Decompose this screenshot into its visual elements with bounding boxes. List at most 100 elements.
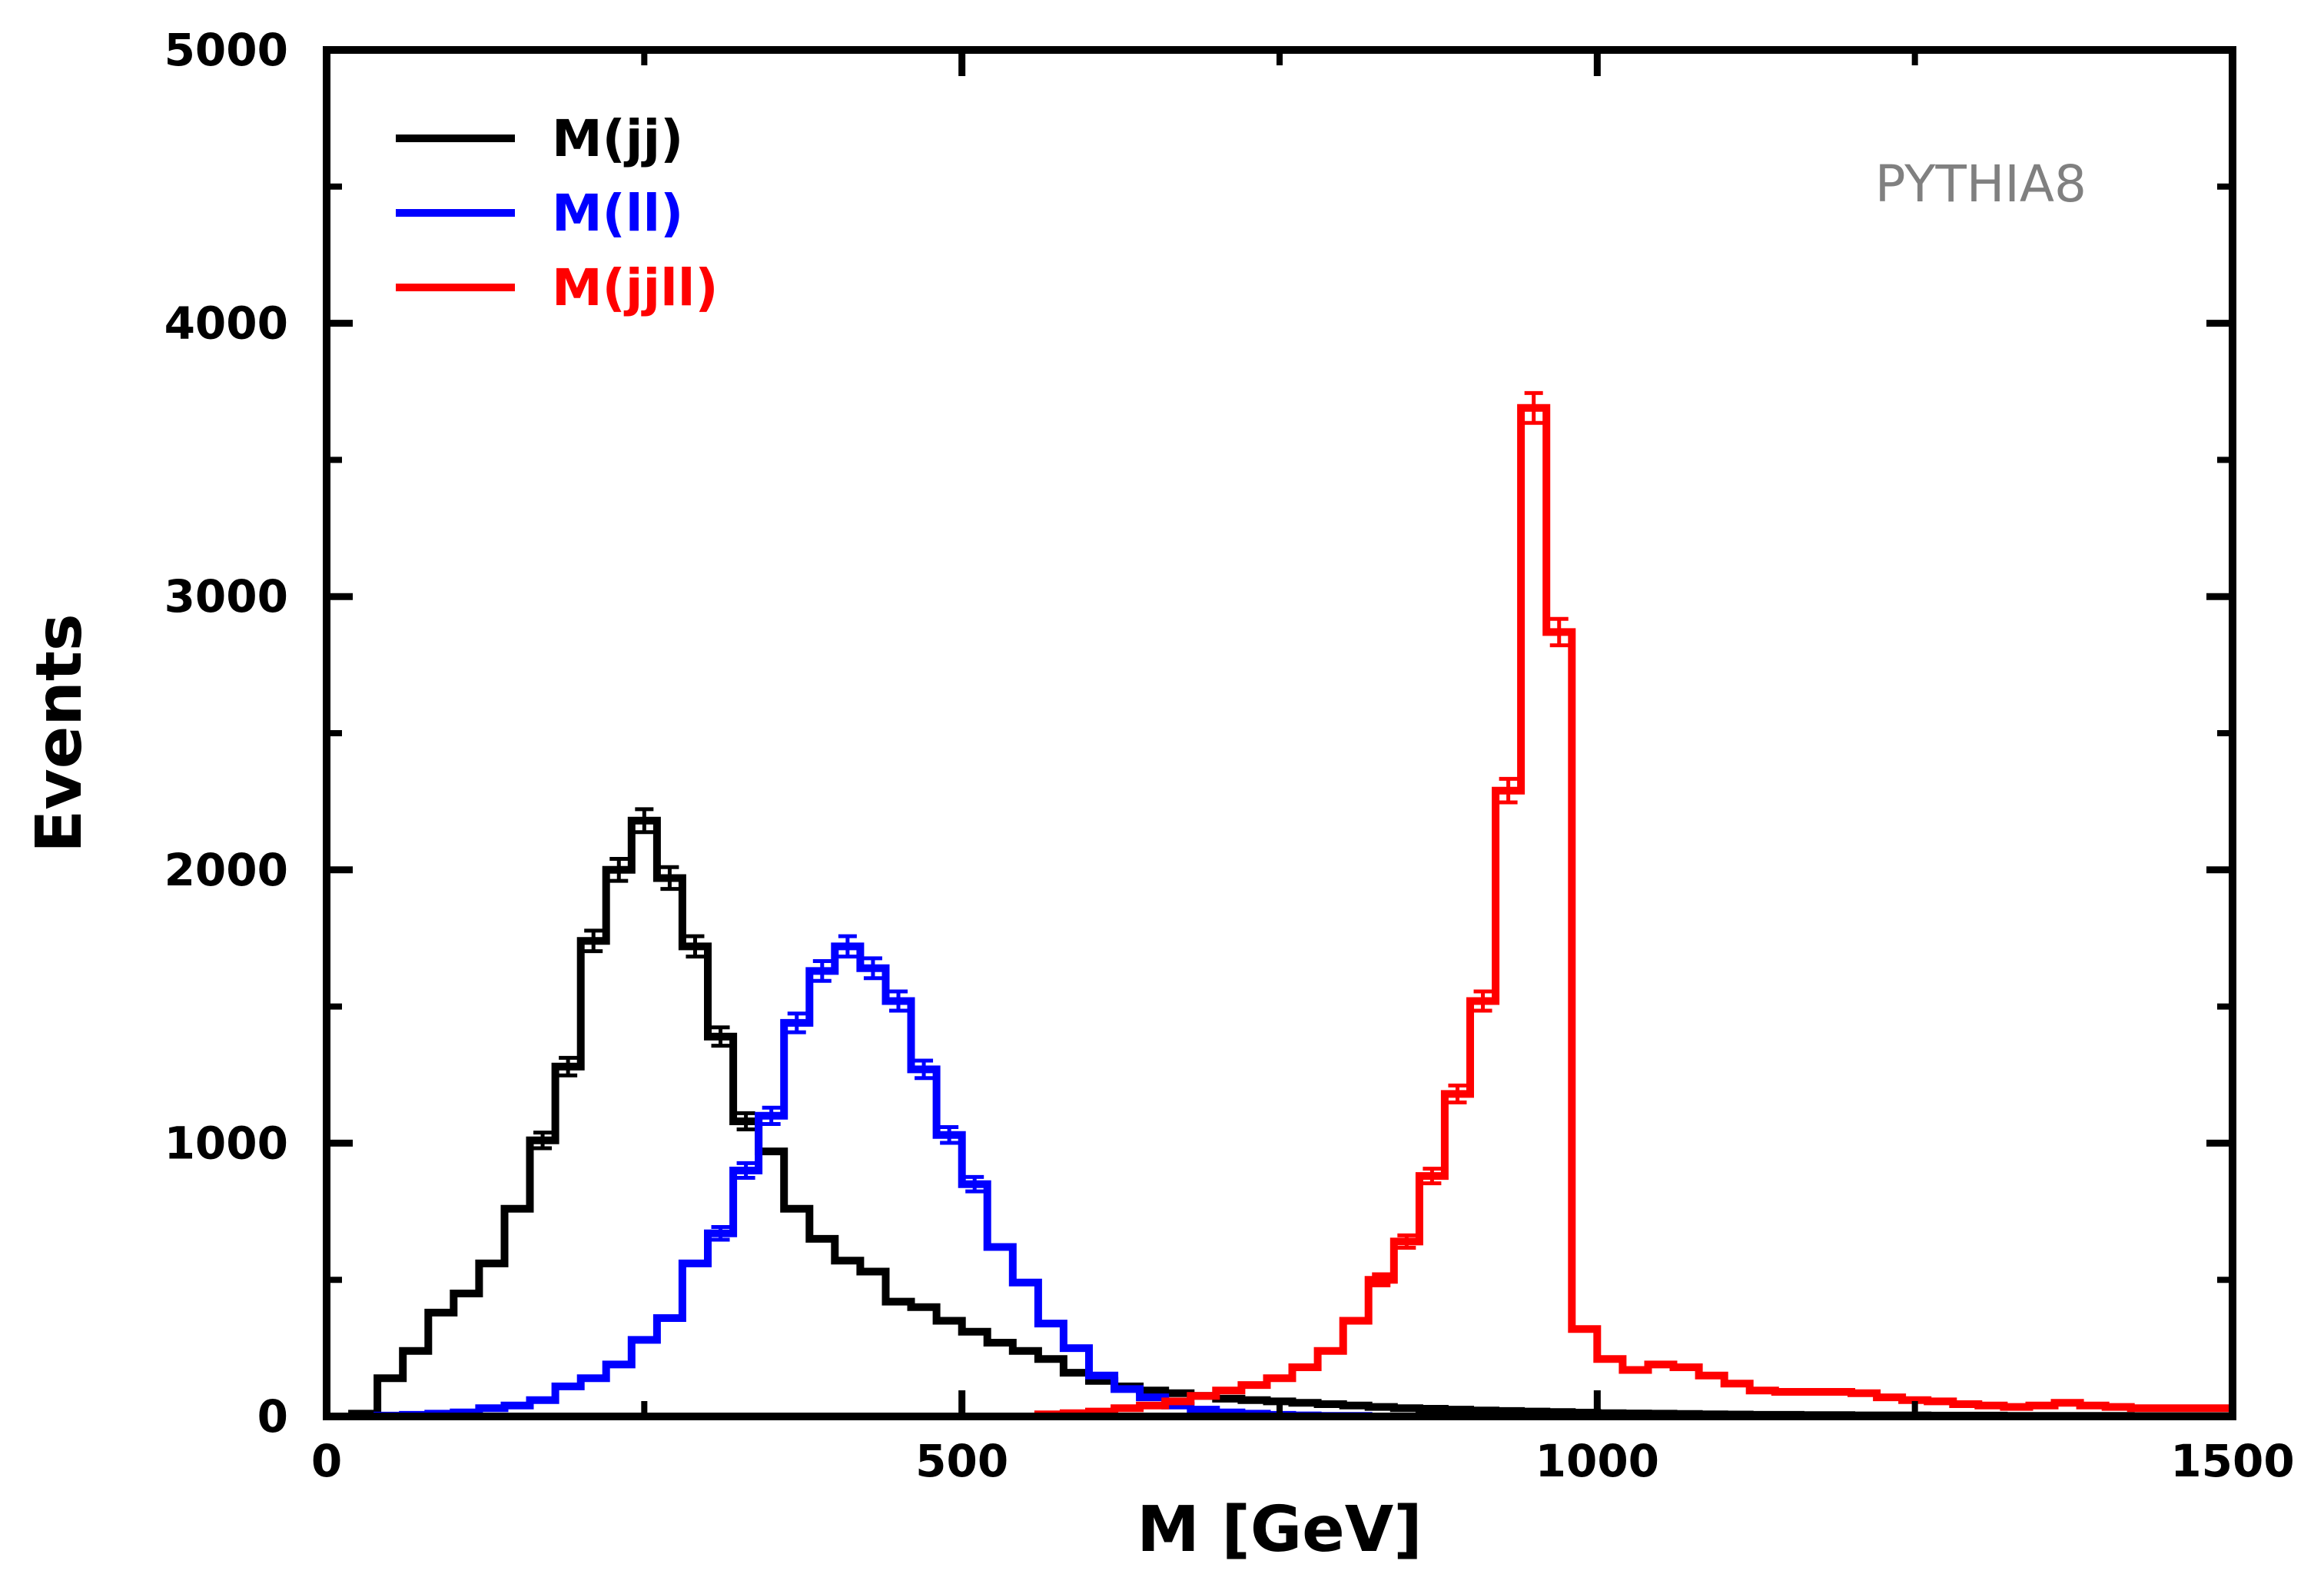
bin-m-jjll-960: [1546, 632, 1572, 1416]
series-m-jj: [348, 807, 2233, 1420]
error-bar-m-jj-320: [736, 1111, 755, 1131]
bin-m-jjll-860: [1419, 1176, 1445, 1416]
bin-m-jjll-820: [1369, 1280, 1394, 1416]
error-bar-m-jjll-820: [1372, 1272, 1391, 1287]
y-tick-label-2000: 2000: [164, 844, 288, 896]
bin-m-ll-500: [962, 1184, 988, 1416]
error-bar-m-jjll-920: [1499, 776, 1518, 805]
tick-labels-layer: 0 500 1000 1500 0 1000 2000 3000 4000 5000: [164, 24, 2295, 1487]
x-axis-label: M [GeV]: [1137, 1493, 1422, 1566]
bin-m-jj-180: [556, 1067, 581, 1416]
bin-m-ll-400: [835, 946, 860, 1416]
bin-m-jjll-700: [1216, 1390, 1241, 1416]
y-tick-label-3000: 3000: [164, 570, 288, 623]
bin-m-jjll-1060: [1674, 1367, 1699, 1416]
error-bar-m-jj-240: [635, 807, 654, 835]
bin-m-ll-180: [556, 1386, 581, 1416]
pythia8-annotation: PYTHIA8: [1875, 154, 2087, 214]
bin-m-jjll-940: [1521, 408, 1546, 1416]
bin-m-ll-480: [937, 1135, 962, 1416]
bin-m-ll-380: [809, 971, 835, 1416]
bin-m-jjll-920: [1496, 791, 1521, 1416]
legend-entry-m-jjll: M(jjll): [396, 258, 719, 317]
x-tick-label-1000: 1000: [1536, 1435, 1659, 1487]
legend-label-m-jjll: M(jjll): [552, 258, 719, 317]
bin-m-jj-40: [377, 1378, 403, 1416]
error-bar-m-jj-220: [609, 856, 629, 883]
bin-m-jjll-720: [1241, 1385, 1267, 1416]
error-bar-m-jjll-960: [1549, 616, 1569, 648]
x-tick-label-500: 500: [915, 1435, 1008, 1487]
legend-entry-m-ll: M(ll): [396, 184, 683, 243]
bin-m-jj-140: [505, 1209, 530, 1416]
bin-m-ll-260: [657, 1318, 682, 1416]
bin-m-ll-300: [708, 1234, 733, 1416]
bin-m-jjll-1020: [1622, 1370, 1648, 1417]
bin-m-jj-60: [403, 1351, 428, 1416]
bin-m-ll-280: [682, 1264, 708, 1416]
bin-m-jjll-880: [1445, 1094, 1470, 1416]
bin-m-ll-520: [988, 1247, 1013, 1417]
series-m-ll: [374, 934, 1373, 1420]
y-tick-label-4000: 4000: [164, 297, 288, 350]
ticks-layer: [323, 46, 2236, 1420]
bin-m-ll-360: [784, 1023, 809, 1416]
bin-m-jjll-780: [1318, 1351, 1343, 1416]
legend: M(jj) M(ll) M(jjll): [396, 109, 719, 317]
error-bar-m-jj-280: [686, 934, 705, 959]
y-axis-label: Events: [23, 613, 96, 852]
error-bar-m-ll-300: [711, 1224, 730, 1242]
legend-entry-m-jj: M(jj): [396, 109, 683, 168]
error-bar-m-ll-420: [863, 956, 882, 981]
bin-m-ll-540: [1013, 1283, 1038, 1416]
bin-m-ll-580: [1064, 1348, 1089, 1416]
bin-m-jjll-1120: [1750, 1390, 1775, 1416]
bin-m-jjll-760: [1293, 1367, 1318, 1416]
error-bar-m-ll-340: [762, 1105, 781, 1126]
error-bar-m-jj-160: [533, 1131, 553, 1151]
error-bar-m-jjll-840: [1397, 1233, 1416, 1250]
x-tick-label-0: 0: [311, 1435, 342, 1487]
bin-m-jj-160: [530, 1141, 556, 1416]
error-bar-m-ll-440: [889, 989, 908, 1013]
bin-m-ll-420: [860, 968, 885, 1416]
bin-m-jj-80: [428, 1313, 453, 1416]
error-bar-m-jjll-940: [1524, 390, 1543, 425]
y-tick-label-1000: 1000: [164, 1117, 288, 1169]
series-line-m-ll: [374, 942, 1373, 1420]
bin-m-jj-220: [606, 870, 632, 1416]
error-bar-m-ll-320: [736, 1161, 755, 1181]
error-bar-m-jjll-880: [1448, 1083, 1467, 1104]
y-tick-label-5000: 5000: [164, 24, 288, 76]
error-bar-m-ll-500: [965, 1174, 984, 1194]
bin-m-jjll-980: [1572, 1329, 1597, 1416]
series-layer: [348, 390, 2233, 1420]
y-tick-label-0: 0: [257, 1390, 288, 1443]
bin-m-jj-120: [479, 1264, 504, 1416]
bin-m-ll-440: [886, 1001, 911, 1417]
error-bar-m-jjll-860: [1423, 1167, 1442, 1186]
bin-m-jj-100: [453, 1293, 479, 1416]
legend-label-m-ll: M(ll): [552, 184, 683, 243]
bin-m-jjll-1040: [1648, 1364, 1674, 1416]
bin-m-jjll-1100: [1725, 1383, 1750, 1416]
bin-m-ll-460: [911, 1069, 937, 1416]
bin-m-ll-320: [733, 1171, 759, 1416]
series-m-jjll: [1034, 390, 2233, 1419]
x-tick-label-1500: 1500: [2170, 1435, 2294, 1487]
error-bar-m-ll-460: [915, 1058, 934, 1081]
bin-m-jjll-840: [1394, 1241, 1419, 1416]
error-bar-m-ll-380: [812, 958, 832, 983]
bin-m-ll-220: [606, 1364, 632, 1416]
error-bar-m-jj-200: [584, 928, 603, 954]
bin-m-ll-560: [1038, 1323, 1064, 1416]
error-bar-m-jj-300: [711, 1025, 730, 1048]
legend-label-m-jj: M(jj): [552, 109, 683, 168]
bin-m-ll-340: [759, 1116, 784, 1416]
series-line-m-jjll: [1034, 403, 2233, 1419]
error-bar-m-ll-480: [940, 1124, 959, 1145]
error-bar-m-ll-400: [838, 934, 857, 959]
error-bar-m-jjll-900: [1473, 989, 1492, 1013]
error-bar-m-jj-260: [660, 865, 679, 892]
